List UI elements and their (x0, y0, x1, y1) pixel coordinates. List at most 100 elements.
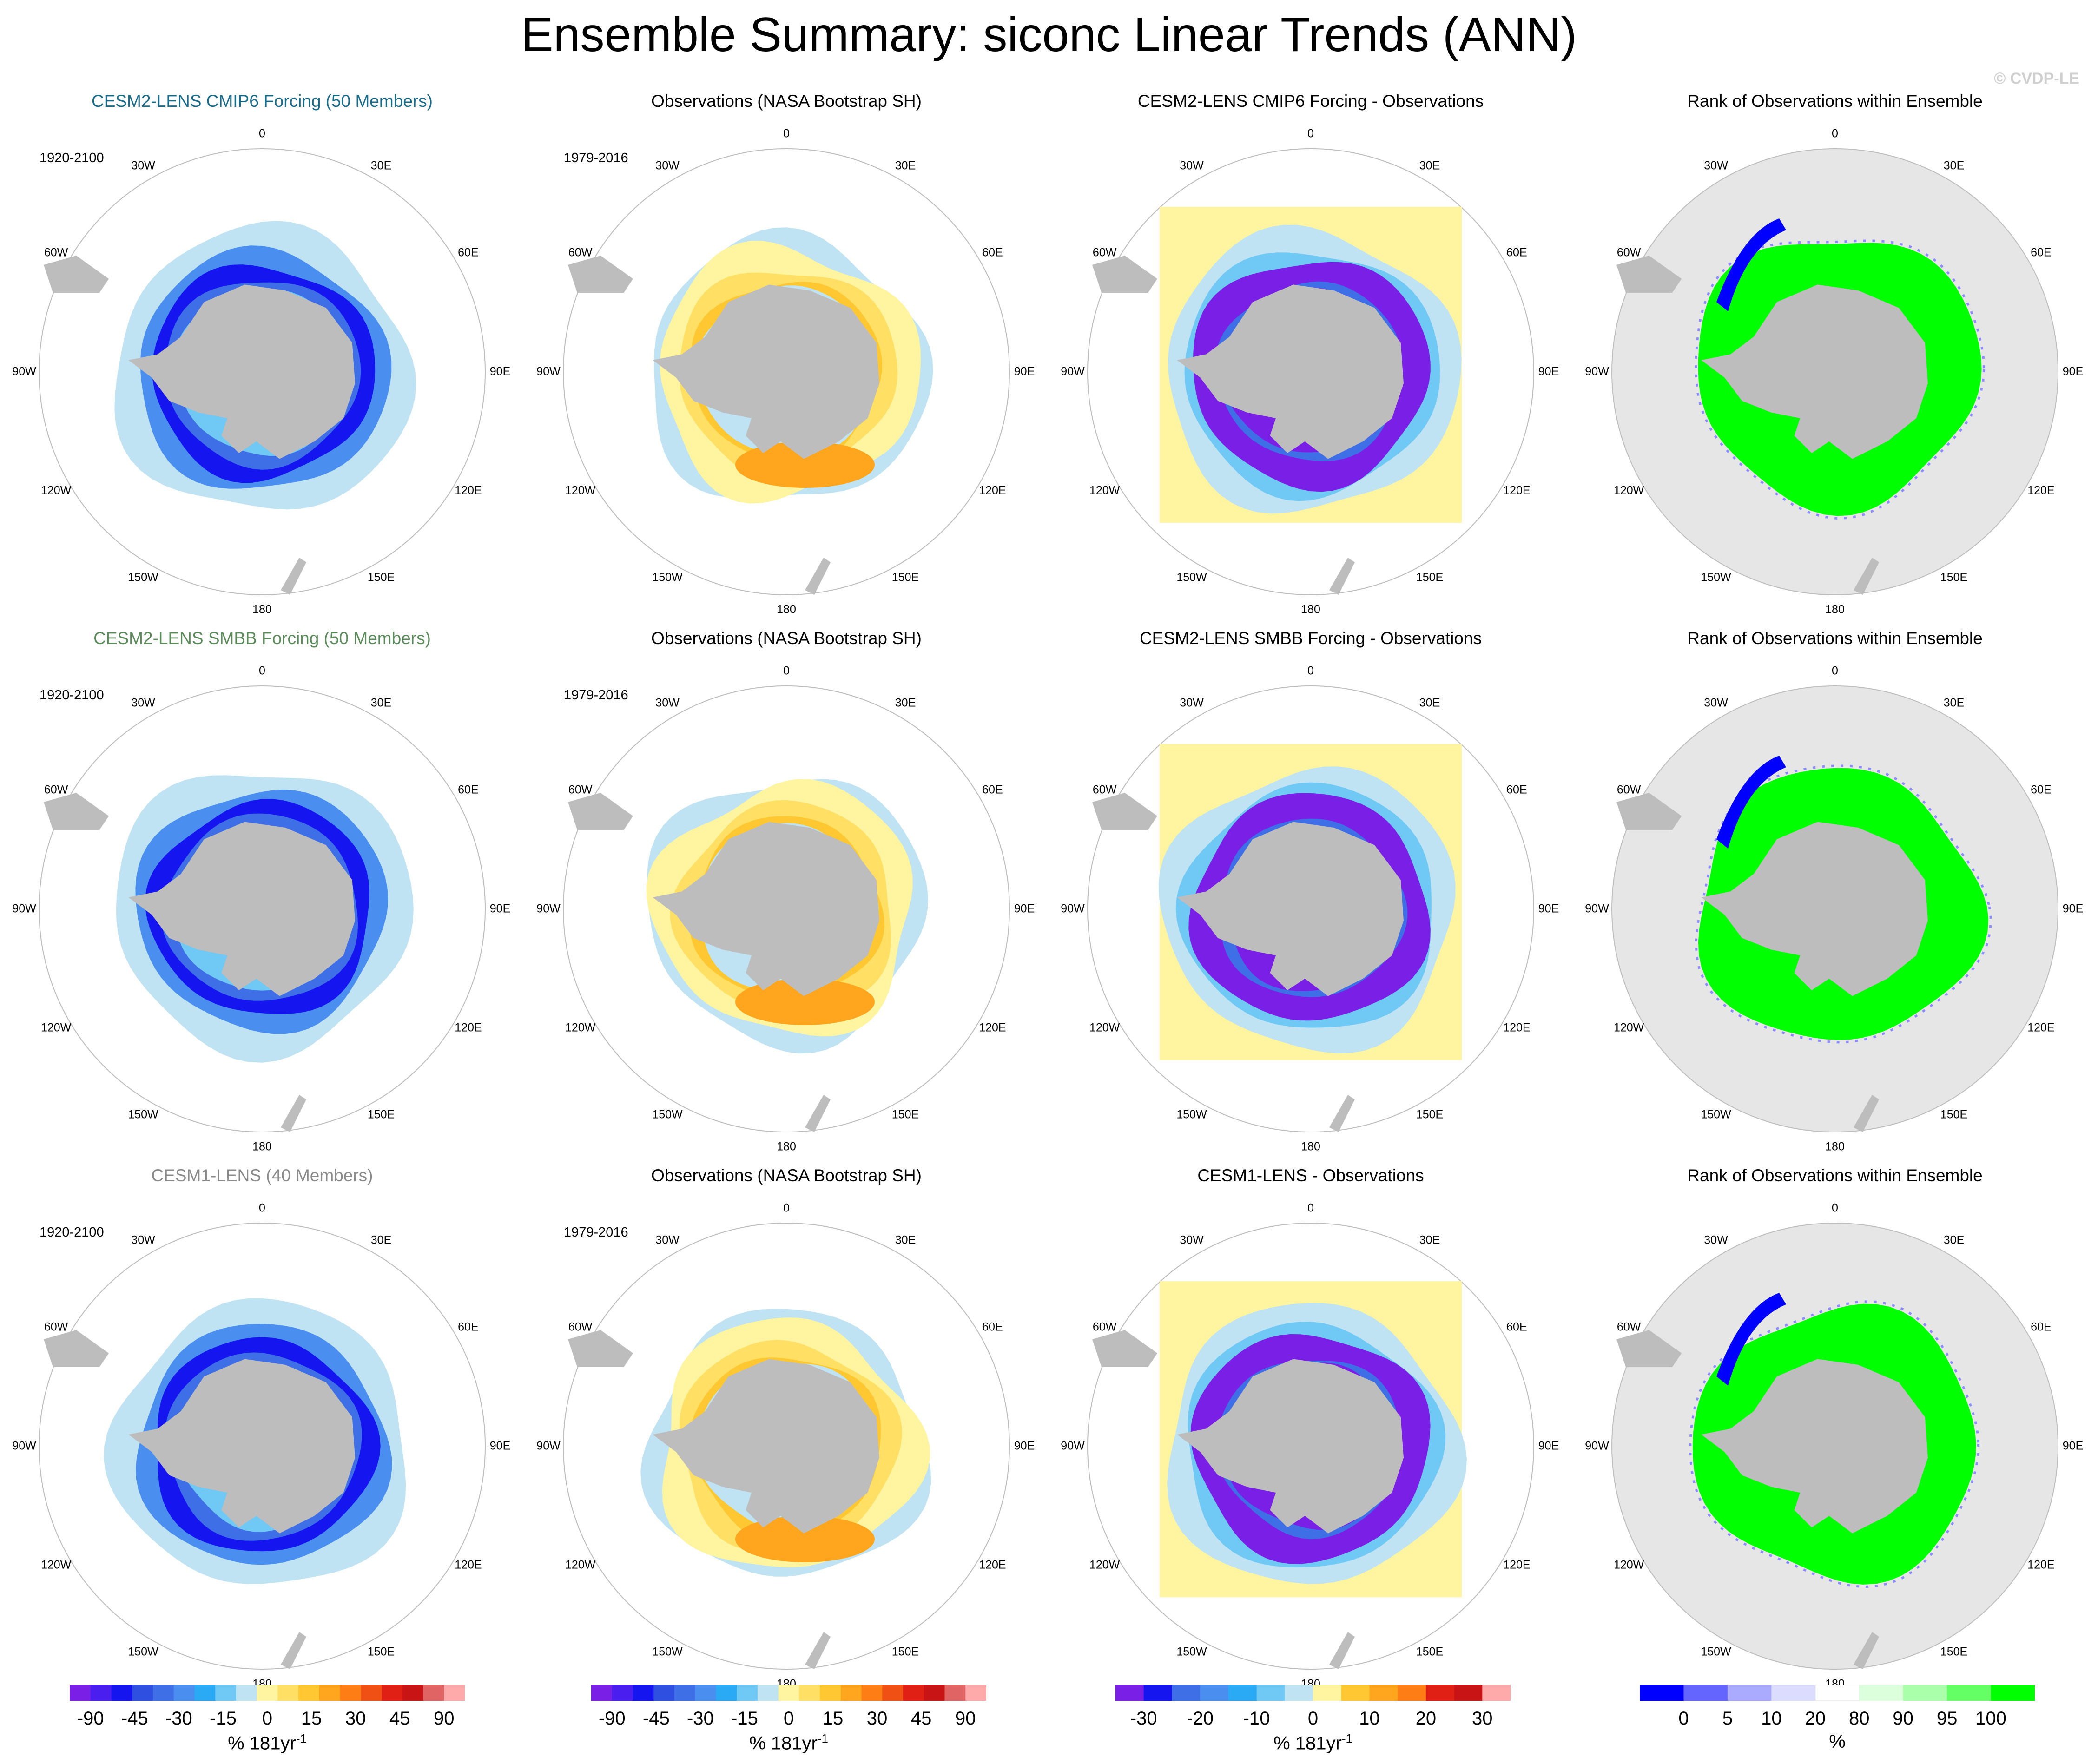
longitude-label: 120W (1089, 1558, 1120, 1572)
longitude-label: 0 (259, 664, 265, 678)
polar-map (1087, 1223, 1534, 1670)
colorbar-swatch (1425, 1685, 1455, 1701)
longitude-label: 90W (536, 902, 561, 915)
colorbar-swatch (757, 1685, 779, 1701)
longitude-label: 60W (44, 783, 68, 796)
longitude-label: 30W (1704, 159, 1728, 172)
colorbar-swatch (1991, 1685, 2035, 1701)
longitude-label: 60E (1506, 1320, 1527, 1334)
map-panel: CESM1-LENS (40 Members) 1920-2100 0 30E 60E 9… (0, 1165, 524, 1703)
colorbar-swatch (1903, 1685, 1947, 1701)
colorbar-swatch (257, 1685, 278, 1701)
longitude-label: 90W (1585, 365, 1609, 378)
colorbar-tick-label: -20 (1187, 1708, 1214, 1729)
longitude-label: 150E (891, 1108, 919, 1121)
period-label: 1979-2016 (564, 688, 628, 703)
south-america-landmass (44, 256, 109, 293)
longitude-label: 30E (370, 1233, 392, 1247)
map-panel: Rank of Observations within Ensemble 0 30E… (1573, 628, 2097, 1166)
new-zealand-landmass (281, 1095, 306, 1132)
longitude-label: 60W (568, 246, 593, 259)
longitude-label: 90W (1061, 902, 1085, 915)
colorbar-tick-label: 10 (1359, 1708, 1380, 1729)
longitude-label: 90E (1014, 902, 1035, 915)
colorbar: -90 -45 -30 -15 0 15 30 45 90 % 181yr-1 (70, 1685, 465, 1764)
longitude-label: 30W (1704, 1233, 1728, 1247)
longitude-label: 90E (489, 365, 511, 378)
longitude-label: 150E (891, 571, 919, 584)
colorbar-tick-label: 90 (955, 1708, 976, 1729)
longitude-label: 90E (2062, 365, 2084, 378)
new-zealand-landmass (1329, 1632, 1355, 1669)
colorbar-swatch (1313, 1685, 1342, 1701)
longitude-label: 30E (1943, 1233, 1965, 1247)
south-america-landmass (568, 793, 633, 830)
colorbar-swatch (402, 1685, 423, 1701)
longitude-label: 60E (458, 246, 479, 259)
colorbar-swatch (152, 1685, 174, 1701)
colorbar-tick-label: -90 (77, 1708, 104, 1729)
colorbar-tick-label: 90 (1893, 1708, 1913, 1729)
longitude-label: 120E (979, 484, 1006, 497)
colorbar-tick-label: 0 (1678, 1708, 1689, 1729)
longitude-label: 30E (370, 159, 392, 172)
longitude-label: 0 (259, 1201, 265, 1215)
colorbar-swatch (1640, 1685, 1684, 1701)
colorbar-swatch (1815, 1685, 1860, 1701)
longitude-label: 60W (1092, 783, 1117, 796)
longitude-label: 180 (777, 603, 796, 616)
antarctica-landmass (1701, 284, 1928, 459)
colorbar: 0 5 10 20 80 90 95 100% (1640, 1685, 2035, 1764)
panel-title: CESM2-LENS SMBB Forcing (50 Members) (93, 629, 431, 648)
longitude-label: 180 (1301, 1140, 1320, 1153)
longitude-label: 150E (367, 571, 395, 584)
rank-low-region (1716, 1293, 1786, 1386)
antarctica-landmass (1701, 822, 1928, 996)
antarctica-landmass (1177, 822, 1404, 996)
colorbar-tick-label: -45 (642, 1708, 670, 1729)
south-america-landmass (1616, 256, 1682, 293)
new-zealand-landmass (1854, 1632, 1879, 1669)
colorbar: -90 -45 -30 -15 0 15 30 45 90 % 181yr-1 (591, 1685, 986, 1764)
trend-contour (735, 1516, 875, 1562)
longitude-label: 90E (2062, 902, 2084, 915)
colorbar-swatch (965, 1685, 986, 1701)
longitude-label: 120E (979, 1021, 1006, 1034)
new-zealand-landmass (281, 558, 306, 595)
colorbar-swatch (903, 1685, 924, 1701)
colorbar: -30 -20 -10 0 10 20 30 % 181yr-1 (1115, 1685, 1511, 1764)
polar-map (1611, 685, 2058, 1132)
longitude-label: 120W (565, 1021, 596, 1034)
colorbar-tick-label: 90 (434, 1708, 455, 1729)
longitude-label: 90E (2062, 1439, 2084, 1453)
longitude-label: 150W (128, 571, 158, 584)
longitude-label: 120E (1503, 1021, 1531, 1034)
longitude-label: 120W (1089, 1021, 1120, 1034)
panel-title: Observations (NASA Bootstrap SH) (651, 92, 922, 111)
longitude-label: 150W (1176, 1108, 1207, 1121)
figure-title: Ensemble Summary: siconc Linear Trends (… (521, 8, 1577, 62)
polar-map (39, 1223, 486, 1670)
colorbar-swatch (423, 1685, 444, 1701)
longitude-label: 60W (1616, 1320, 1641, 1334)
colorbar-tick-label: -45 (121, 1708, 148, 1729)
colorbar-swatch (737, 1685, 758, 1701)
colorbar-swatch (1256, 1685, 1285, 1701)
longitude-label: 150E (1940, 1645, 1968, 1659)
longitude-label: 30E (895, 1233, 916, 1247)
antarctica-landmass (128, 822, 355, 996)
new-zealand-landmass (1329, 558, 1355, 595)
new-zealand-landmass (1854, 558, 1879, 595)
longitude-label: 60W (1092, 1320, 1117, 1334)
colorbar-swatch (799, 1685, 820, 1701)
antarctica-landmass (653, 1359, 879, 1534)
colorbar-swatch (111, 1685, 132, 1701)
colorbar-swatch (194, 1685, 216, 1701)
longitude-label: 30W (655, 1233, 680, 1247)
colorbar-swatch (340, 1685, 361, 1701)
colorbar-unit-label: % 181yr-1 (1273, 1731, 1352, 1754)
longitude-label: 90W (1061, 365, 1085, 378)
colorbar-tick-label: 0 (783, 1708, 794, 1729)
colorbar-swatch (1727, 1685, 1772, 1701)
longitude-label: 150W (1701, 571, 1731, 584)
